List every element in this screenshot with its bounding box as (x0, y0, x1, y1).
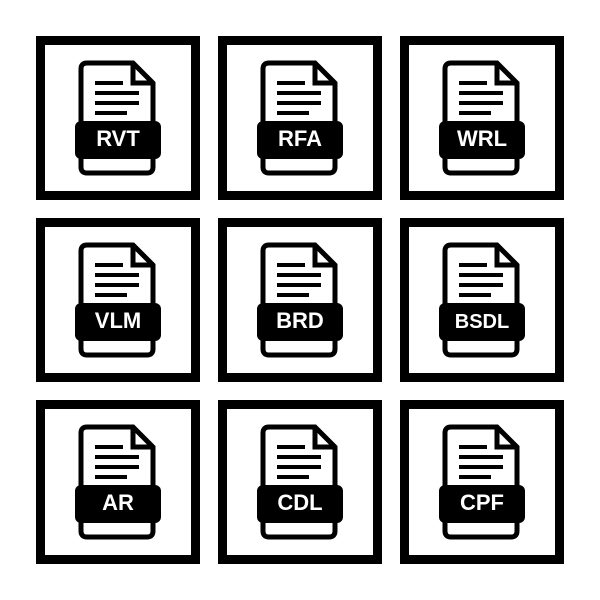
tile-vlm: VLM (36, 218, 200, 382)
tile-brd: BRD (218, 218, 382, 382)
file-label: BRD (276, 308, 324, 333)
tile-rvt: RVT (36, 36, 200, 200)
file-label: AR (102, 490, 134, 515)
file-icon-cdl: CDL (255, 423, 345, 541)
file-label: RFA (278, 126, 322, 151)
file-label: WRL (457, 126, 507, 151)
file-icon-vlm: VLM (73, 241, 163, 359)
file-icon-grid: RVT RFA WRL (0, 0, 600, 600)
tile-rfa: RFA (218, 36, 382, 200)
file-icon-ar: AR (73, 423, 163, 541)
file-icon-brd: BRD (255, 241, 345, 359)
tile-wrl: WRL (400, 36, 564, 200)
file-icon-rfa: RFA (255, 59, 345, 177)
file-icon-cpf: CPF (437, 423, 527, 541)
tile-ar: AR (36, 400, 200, 564)
file-label: RVT (96, 126, 140, 151)
tile-cdl: CDL (218, 400, 382, 564)
file-label: CPF (460, 490, 504, 515)
file-label: BSDL (455, 311, 509, 333)
file-icon-bsdl: BSDL (437, 241, 527, 359)
tile-cpf: CPF (400, 400, 564, 564)
file-icon-wrl: WRL (437, 59, 527, 177)
file-icon-rvt: RVT (73, 59, 163, 177)
file-label: CDL (277, 490, 322, 515)
file-label: VLM (95, 308, 141, 333)
tile-bsdl: BSDL (400, 218, 564, 382)
